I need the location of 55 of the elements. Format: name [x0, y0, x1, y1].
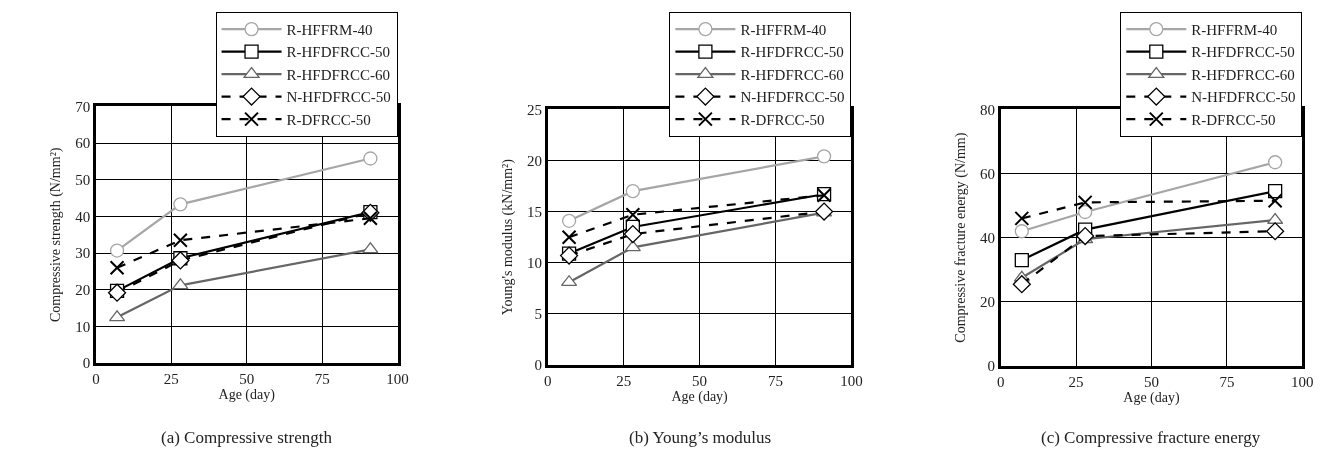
legend-label: R-DFRCC-50	[740, 111, 825, 128]
legend-label: N-HFDFRCC-50	[1191, 89, 1296, 106]
y-tick-label: 20	[979, 294, 995, 311]
y-tick-label: 0	[82, 355, 91, 372]
y-tick-label: 30	[75, 245, 91, 262]
legend-label: R-HFFRM-40	[740, 21, 827, 38]
legend-label: N-HFDFRCC-50	[740, 89, 845, 106]
y-tick-label: 40	[979, 229, 995, 246]
legend-label: R-HFFRM-40	[286, 21, 373, 38]
legend-label: R-HFFRM-40	[1191, 21, 1278, 38]
y-tick-label: 50	[75, 172, 91, 189]
y-tick-label: 20	[527, 152, 543, 169]
y-tick-label: 0	[987, 358, 995, 375]
legend-label: R-DFRCC-50	[286, 111, 371, 128]
y-tick-label: 15	[527, 203, 543, 220]
y-tick-label: 5	[534, 306, 543, 323]
x-tick-label: 50	[239, 370, 255, 387]
x-tick-label: 100	[1291, 373, 1314, 390]
y-tick-label: 10	[527, 255, 543, 271]
y-tick-label: 25	[527, 101, 543, 118]
text: (a) Compressive strength	[161, 428, 333, 447]
x-tick-label: 75	[1219, 373, 1235, 390]
y-tick-label: 40	[75, 208, 91, 225]
y-tick-label: 20	[75, 282, 91, 299]
x-tick-label: 75	[768, 372, 784, 389]
legend-label: R-DFRCC-50	[1191, 111, 1276, 128]
y-tick-label: 60	[75, 135, 91, 152]
legend-label: R-HFDFRCC-60	[1191, 66, 1295, 83]
x-tick-label: 25	[163, 370, 179, 387]
x-tick-label: 25	[1068, 373, 1084, 390]
x-tick-label: 25	[616, 372, 632, 389]
x-axis-title: Age (day)	[671, 389, 729, 406]
legend-label: R-HFDFRCC-60	[286, 66, 390, 83]
x-tick-label: 100	[386, 370, 409, 387]
x-tick-label: 50	[1144, 373, 1159, 390]
legend-label: R-HFDFRCC-50	[1191, 44, 1295, 61]
text: (c) Compressive fracture energy	[1041, 428, 1261, 447]
y-tick-label: 0	[534, 357, 543, 374]
legend-label: N-HFDFRCC-50	[286, 89, 391, 106]
legend-label: R-HFDFRCC-60	[740, 66, 844, 83]
x-tick-label: 100	[840, 372, 863, 389]
y-tick-label: 80	[979, 101, 995, 118]
legend-label: R-HFDFRCC-50	[740, 44, 844, 61]
y-axis-title: Compressive strength (N/mm²)	[47, 147, 64, 323]
text: (b) Young’s modulus	[629, 428, 772, 447]
y-axis-title: Young's modulus (kN/mm²)	[499, 158, 516, 316]
x-axis-title: Age (day)	[218, 387, 276, 404]
legend-label: R-HFDFRCC-50	[286, 44, 390, 61]
x-axis-title: Age (day)	[1123, 390, 1181, 407]
y-tick-label: 10	[75, 318, 91, 335]
x-tick-label: 50	[692, 372, 708, 389]
y-tick-label: 70	[75, 98, 91, 115]
y-axis-title: Compressive fracture energy (N/mm)	[952, 132, 969, 343]
x-tick-label: 75	[314, 370, 330, 387]
y-tick-label: 60	[979, 165, 995, 182]
